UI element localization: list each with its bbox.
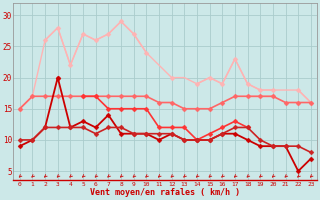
X-axis label: Vent moyen/en rafales ( km/h ): Vent moyen/en rafales ( km/h ) xyxy=(90,188,240,197)
